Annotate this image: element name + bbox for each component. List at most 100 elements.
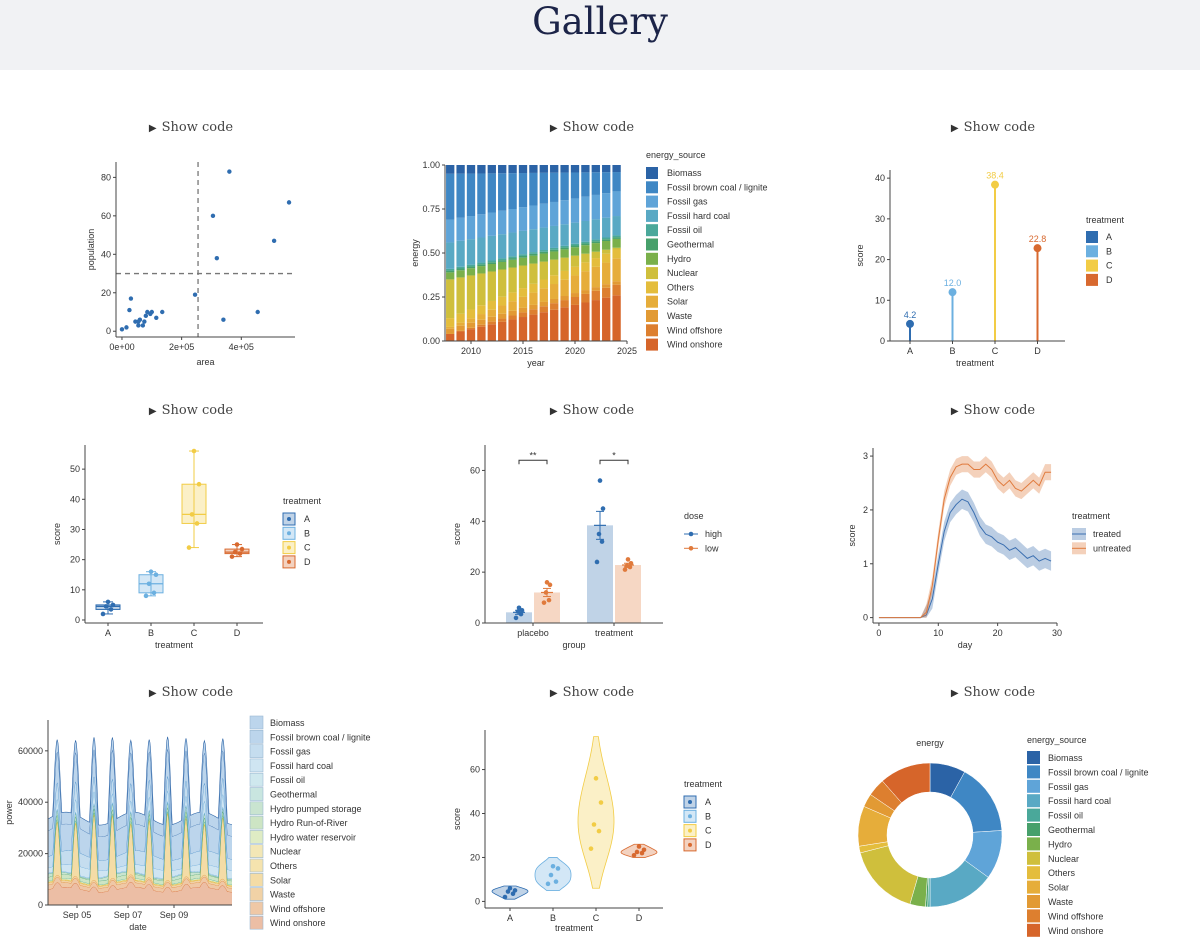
y-tick-label: 80 (101, 172, 111, 182)
y-tick-label: 0 (38, 900, 43, 910)
legend-point (688, 828, 692, 833)
bar-segment (487, 260, 496, 263)
legend-swatch (646, 310, 658, 322)
y-tick-label: 40 (101, 249, 111, 259)
legend-swatch (646, 238, 658, 251)
legend-point (688, 546, 694, 551)
show-code-toggle[interactable]: ▶ Show code (91, 118, 291, 138)
x-tick-label: C (593, 913, 600, 923)
bar-segment (477, 324, 486, 327)
bar-segment (529, 252, 538, 254)
donut-slice (882, 762, 931, 804)
scatter-point (137, 317, 143, 322)
lollipop-head (1033, 244, 1042, 253)
legend-label: Waste (1048, 897, 1073, 907)
bar-segment (570, 266, 580, 276)
legend-title: treatment (1086, 215, 1125, 225)
data-point (515, 609, 521, 614)
triangle-right-icon: ▶ (549, 123, 558, 134)
confidence-band (878, 489, 1052, 618)
legend-label: untreated (1093, 543, 1131, 553)
x-tick-label: D (636, 913, 643, 923)
legend-swatch (1027, 923, 1040, 937)
data-point (518, 611, 524, 617)
scatter-point (210, 213, 216, 219)
bar (587, 525, 613, 623)
bar-segment (612, 281, 621, 285)
y-tick-label: 1.00 (422, 160, 440, 170)
bar-segment (602, 249, 611, 254)
scatter-point (149, 309, 154, 315)
legend-label: Hydro (1048, 839, 1072, 849)
data-point (641, 847, 647, 853)
data-point (555, 866, 561, 871)
bar-segment (539, 288, 548, 302)
bar-segment (591, 290, 600, 301)
show-code-toggle[interactable]: ▶ Show code (492, 401, 692, 421)
bar-segment (498, 261, 507, 270)
bar-segment (446, 165, 455, 174)
bar-segment (529, 205, 538, 230)
data-point (196, 481, 202, 487)
show-code-toggle[interactable]: ▶ Show code (893, 401, 1093, 421)
legend-swatch (249, 744, 264, 758)
legend-label: Waste (270, 890, 295, 900)
bar-segment (539, 253, 548, 262)
legend-label: Geothermal (667, 240, 714, 250)
bar-segment (550, 303, 559, 310)
show-code-toggle[interactable]: ▶ Show code (91, 401, 291, 421)
bar-segment (466, 165, 476, 174)
bar-segment (612, 216, 621, 236)
legend-label: Others (270, 861, 298, 871)
bar-segment (498, 173, 507, 211)
x-tick-label: 2020 (565, 346, 585, 356)
y-tick-label: 0 (75, 615, 80, 625)
legend-swatch (249, 729, 264, 744)
bar-segment (529, 292, 538, 305)
bar-segment (612, 249, 621, 259)
show-code-toggle[interactable]: ▶ Show code (91, 683, 291, 703)
y-tick-label: 30 (70, 524, 80, 534)
legend-point (688, 814, 692, 819)
legend-label: Others (667, 282, 695, 292)
y-tick-label: 1 (863, 559, 868, 569)
legend-swatch (249, 858, 264, 873)
bar-segment (446, 272, 455, 280)
y-tick-label: 0 (475, 618, 480, 628)
x-tick-label: 0e+00 (109, 342, 134, 352)
data-point (108, 607, 114, 612)
scatter-point (119, 327, 125, 332)
data-point (513, 615, 519, 621)
bar-segment (602, 262, 611, 285)
bar-segment (456, 268, 465, 271)
y-tick-label: 20 (875, 255, 885, 265)
legend-swatch (1027, 765, 1040, 779)
y-tick-label: 20 (470, 852, 480, 862)
bar-segment (612, 172, 621, 192)
triangle-right-icon: ▶ (148, 406, 157, 417)
bar-segment (508, 173, 517, 209)
bar-segment (539, 306, 548, 313)
data-point (232, 549, 238, 555)
scatter-point (271, 238, 277, 244)
donut-chart: energy energy_source Biomass Fossil brown c… (857, 735, 1149, 937)
x-tick-label: 4e+05 (229, 342, 254, 352)
legend-swatch (646, 181, 658, 194)
bar-segment (456, 266, 465, 269)
y-tick-label: 0.25 (422, 292, 440, 302)
x-tick-label: A (105, 628, 111, 638)
bar-segment (539, 279, 548, 289)
show-code-toggle[interactable]: ▶ Show code (893, 683, 1093, 703)
bar-segment (602, 239, 611, 242)
triangle-right-icon: ▶ (950, 406, 959, 417)
bar-segment (529, 172, 538, 206)
show-code-toggle[interactable]: ▶ Show code (893, 118, 1093, 138)
data-point (194, 521, 200, 526)
scatter-point (227, 169, 232, 174)
data-point (502, 894, 508, 900)
data-point (545, 881, 551, 887)
area-layer (48, 748, 232, 861)
show-code-toggle[interactable]: ▶ Show code (492, 683, 692, 703)
area-layer (48, 876, 232, 893)
show-code-toggle[interactable]: ▶ Show code (492, 118, 692, 138)
